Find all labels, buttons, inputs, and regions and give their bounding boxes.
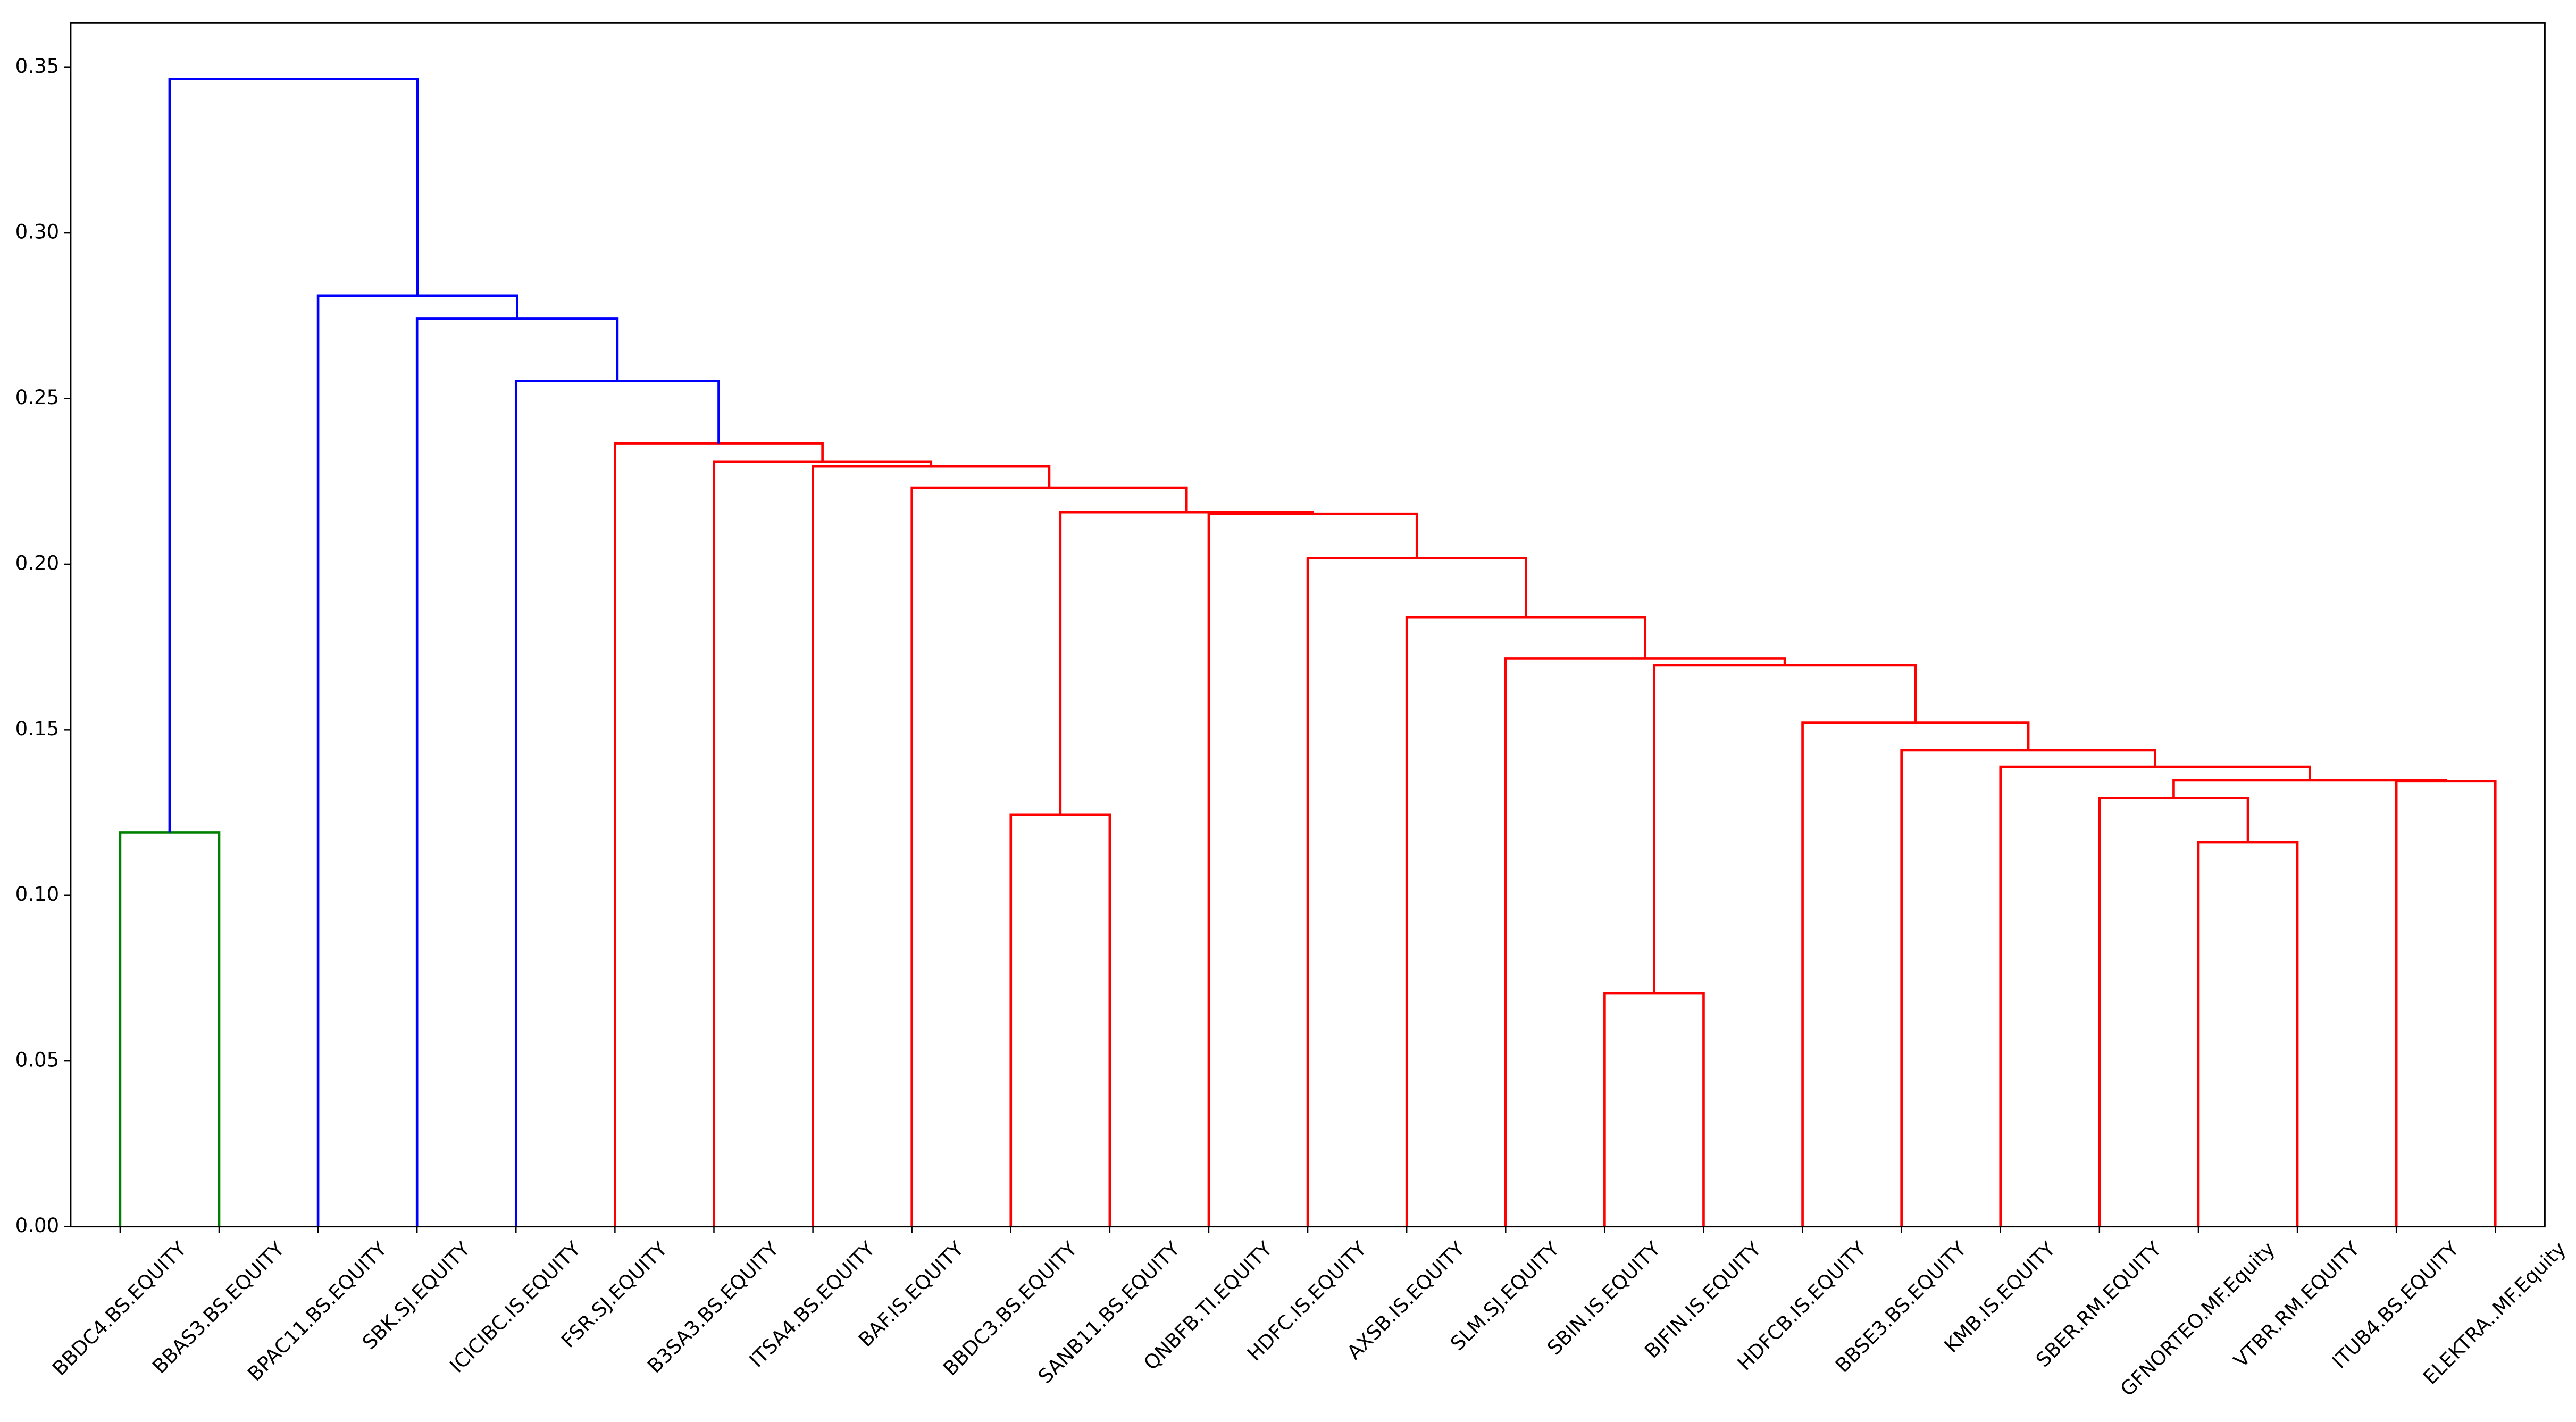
y-tick-label: 0.15: [15, 717, 60, 740]
y-tick-label: 0.35: [15, 55, 60, 78]
link: [1009, 813, 1111, 1227]
link: [119, 831, 221, 1227]
link: [1603, 992, 1705, 1227]
link: [1999, 765, 2311, 1227]
link: [713, 460, 933, 1227]
link: [168, 78, 419, 833]
y-tick-label: 0.10: [15, 883, 60, 906]
y-tick-label: 0.00: [15, 1214, 60, 1237]
link: [1900, 749, 2156, 1227]
plot-frame: [70, 22, 2546, 1228]
y-tick-label: 0.20: [15, 551, 60, 574]
y-tick-label: 0.25: [15, 386, 60, 409]
y-tick-label: 0.30: [15, 221, 60, 244]
link: [2197, 841, 2299, 1227]
link: [1059, 511, 1314, 815]
y-tick-label: 0.05: [15, 1049, 60, 1072]
link: [415, 317, 619, 1227]
link: [910, 486, 1188, 1227]
